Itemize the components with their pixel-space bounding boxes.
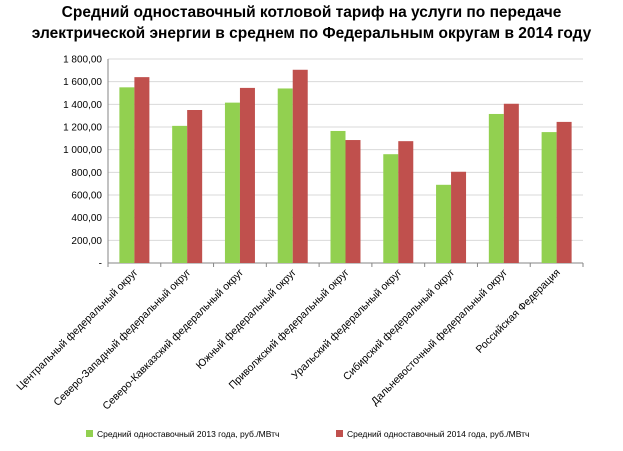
y-tick-label: 400,00	[71, 213, 102, 224]
bar-2014	[398, 141, 414, 263]
y-tick-label: 1 600,00	[63, 77, 102, 88]
legend-label: Средний одноставочный 2014 года, руб./МВ…	[347, 429, 529, 439]
bar-2013	[224, 102, 240, 263]
bar-2013	[488, 113, 504, 263]
y-tick-label: 200,00	[71, 236, 102, 247]
chart-title-line-2: электрической энергии в среднем по Федер…	[31, 25, 592, 42]
bar-2014	[345, 140, 361, 263]
y-tick-label: 1 000,00	[63, 145, 102, 156]
bar-2013	[277, 88, 293, 263]
bar-2013	[383, 154, 399, 263]
chart-title-line-1: Средний одноставочный котловой тариф на …	[61, 4, 562, 21]
x-category-label: Южный федеральный округ	[194, 267, 299, 372]
bar-2014	[556, 121, 572, 264]
x-category-label: Уральский федеральный округ	[289, 267, 404, 382]
bar-2013	[541, 132, 557, 263]
legend-swatch	[336, 430, 343, 437]
y-tick-label: 600,00	[71, 191, 102, 202]
legend-swatch	[86, 430, 93, 437]
legend-label: Средний одноставочный 2013 года, руб./МВ…	[97, 429, 279, 439]
y-tick-label: -	[99, 259, 102, 270]
y-tick-label: 1 400,00	[63, 100, 102, 111]
bar-2013	[119, 87, 135, 263]
bar-2014	[134, 77, 150, 263]
bar-2014	[451, 171, 467, 263]
y-tick-label: 1 800,00	[63, 55, 102, 66]
chart-title: Средний одноставочный котловой тариф на …	[0, 2, 623, 44]
y-tick-label: 800,00	[71, 168, 102, 179]
bar-2013	[436, 184, 452, 263]
bar-2014	[292, 69, 308, 264]
bar-2014	[187, 110, 203, 263]
bar-2013	[330, 130, 346, 263]
bar-2014	[239, 87, 255, 264]
bar-2014	[503, 103, 519, 264]
x-category-label: Сибирский федеральный округ	[341, 267, 457, 383]
bar-2013	[172, 125, 188, 263]
y-tick-label: 1 200,00	[63, 123, 102, 134]
